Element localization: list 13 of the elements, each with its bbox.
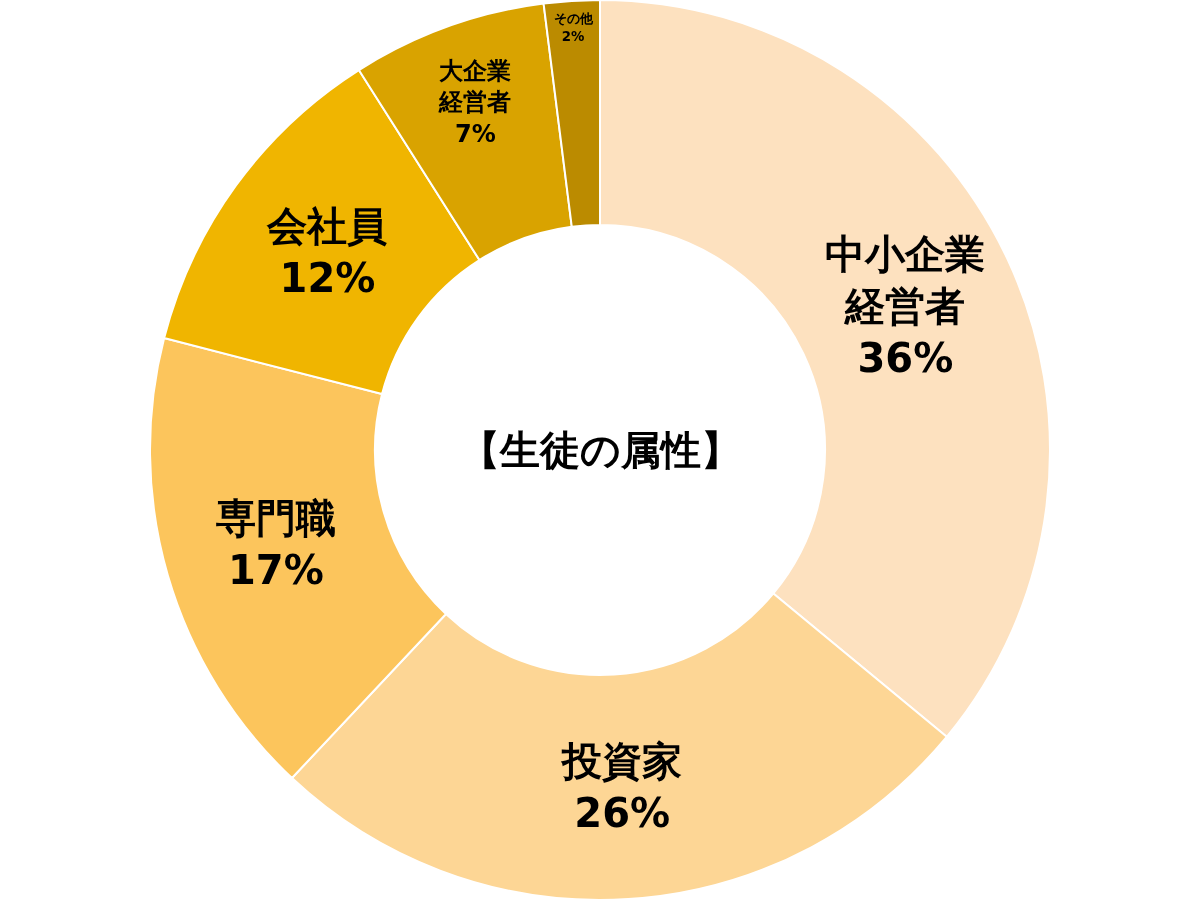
slice-label: 中小企業経営者: [825, 231, 986, 330]
slice-label: 専門職: [215, 495, 336, 542]
slice-label: その他: [553, 11, 594, 27]
slice-label: 会社員: [266, 202, 388, 249]
data-label: 12%: [279, 254, 376, 301]
data-label: 17%: [228, 547, 324, 594]
data-label: 2%: [561, 28, 585, 44]
data-label: 26%: [574, 789, 671, 836]
text: 【生徒の属性】: [460, 427, 741, 473]
data-label: 36%: [857, 335, 954, 382]
slice-label: 大企業経営者: [438, 57, 512, 117]
slice-label: 投資家: [560, 737, 683, 784]
data-label: 7%: [454, 119, 496, 148]
